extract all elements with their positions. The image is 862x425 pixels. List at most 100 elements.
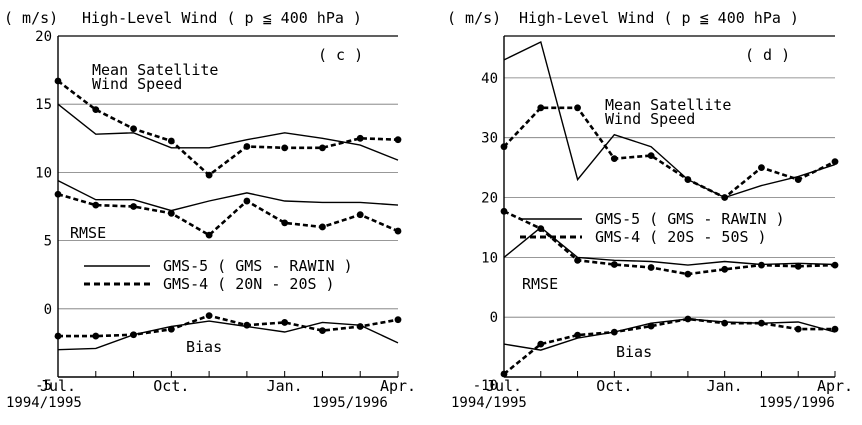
bias-group-label: Bias (616, 343, 652, 361)
y-unit-label: ( m/s) (4, 9, 58, 27)
legend-solid-label: GMS-5 ( GMS - RAWIN ) (163, 257, 353, 275)
series-line-bias-solid (57, 320, 399, 351)
data-point-bias (500, 370, 508, 378)
data-point-rmse (537, 225, 545, 233)
panel-label: ( c ) (318, 46, 363, 64)
y-tick-label: 20 (481, 191, 498, 207)
data-point-speed (356, 134, 364, 142)
data-point-rmse (130, 203, 137, 210)
speed-group-label-line: Mean Satellite (605, 96, 731, 114)
x-tick-label: Oct. (153, 377, 189, 395)
x-tick-label: Oct. (596, 377, 632, 395)
series-line-speed-solid (503, 40, 836, 199)
data-point-bias (647, 322, 655, 330)
data-point-bias (356, 323, 364, 330)
y-tick-label: 0 (44, 302, 52, 318)
chart-title: High-Level Wind ( p ≦ 400 hPa ) (82, 9, 362, 27)
data-point-speed (684, 176, 692, 183)
y-tick-label: 0 (490, 310, 498, 326)
rmse-group-label: RMSE (522, 275, 558, 293)
rmse-group-label: RMSE (70, 224, 106, 242)
data-point-speed (394, 136, 402, 144)
data-point-speed (167, 137, 175, 145)
x-tick-label: Jan. (707, 377, 743, 395)
data-point-rmse (319, 223, 326, 231)
data-point-speed (243, 143, 251, 150)
speed-group-label: Mean Satellite Wind Speed (92, 61, 218, 93)
data-point-speed (537, 104, 545, 112)
data-point-rmse (356, 211, 364, 219)
data-point-rmse (721, 265, 729, 273)
series-line-bias-solid (503, 318, 836, 351)
x-tick-label: Jul. (486, 377, 522, 395)
data-point-bias (54, 332, 62, 340)
data-point-bias (574, 331, 581, 339)
x-start-year-label: 1994/1995 (451, 395, 527, 411)
data-point-rmse (758, 261, 765, 269)
data-point-bias (831, 325, 839, 333)
data-point-speed (721, 194, 729, 201)
data-point-speed (647, 152, 655, 160)
data-point-bias (92, 332, 100, 340)
data-point-bias (537, 340, 545, 348)
chart-title: High-Level Wind ( p ≦ 400 hPa ) (519, 9, 799, 27)
data-point-bias (167, 325, 175, 333)
data-point-bias (394, 316, 402, 324)
data-point-bias (319, 327, 326, 335)
data-point-bias (130, 331, 137, 339)
bias-group-label: Bias (186, 338, 222, 356)
series-line-rmse-solid (57, 179, 399, 212)
data-point-rmse (243, 197, 251, 205)
data-point-rmse (167, 209, 175, 217)
data-point-bias (684, 315, 692, 323)
y-tick-label: 10 (35, 165, 52, 181)
data-point-speed (831, 158, 839, 166)
series-line-rmse-solid (503, 226, 836, 266)
x-tick-label: Apr. (380, 377, 416, 395)
series-line-bias-dashed (58, 314, 399, 338)
y-tick-label: 20 (35, 29, 52, 45)
data-point-rmse (281, 219, 289, 227)
data-point-rmse (394, 227, 402, 235)
data-point-rmse (54, 190, 62, 198)
y-tick-label: 5 (44, 234, 52, 250)
y-tick-label: -10 (473, 378, 498, 394)
x-start-year-label: 1994/1995 (6, 395, 82, 411)
series-line-speed-solid (57, 103, 399, 161)
y-tick-label: 10 (481, 250, 498, 266)
data-point-speed (130, 125, 137, 133)
speed-group-label-line: Mean Satellite (92, 61, 218, 79)
series-line-rmse-dashed (503, 210, 836, 276)
data-point-bias (721, 319, 729, 327)
data-point-bias (758, 319, 765, 327)
speed-group-label-line: Wind Speed (92, 75, 182, 93)
y-unit-label: ( m/s) (447, 9, 501, 27)
y-tick-label: 40 (481, 71, 498, 87)
data-point-speed (794, 176, 802, 183)
series-line-speed-dashed (503, 106, 836, 200)
data-point-rmse (92, 201, 100, 209)
x-tick-label: Jul. (40, 377, 76, 395)
panel-label: ( d ) (745, 46, 790, 64)
data-point-bias (243, 321, 251, 329)
data-point-bias (794, 325, 802, 333)
data-point-speed (54, 77, 62, 85)
data-point-speed (610, 155, 618, 163)
series-line-rmse-dashed (57, 192, 399, 237)
data-point-speed (281, 144, 289, 152)
data-point-speed (574, 104, 581, 112)
x-end-year-label: 1995/1996 (759, 395, 835, 411)
data-point-rmse (205, 231, 213, 239)
data-point-bias (205, 312, 213, 320)
legend-dashed-label: GMS-4 ( 20S - 50S ) (595, 228, 767, 246)
data-point-rmse (684, 270, 692, 278)
legend-dashed-label: GMS-4 ( 20N - 20S ) (163, 275, 335, 293)
data-point-rmse (647, 264, 655, 271)
series-line-bias-dashed (503, 317, 835, 376)
data-point-rmse (574, 256, 581, 264)
x-end-year-label: 1995/1996 (312, 395, 388, 411)
x-tick-label: Apr. (817, 377, 853, 395)
data-point-bias (281, 319, 289, 326)
data-point-rmse (500, 207, 508, 215)
legend-solid-label: GMS-5 ( GMS - RAWIN ) (595, 210, 785, 228)
